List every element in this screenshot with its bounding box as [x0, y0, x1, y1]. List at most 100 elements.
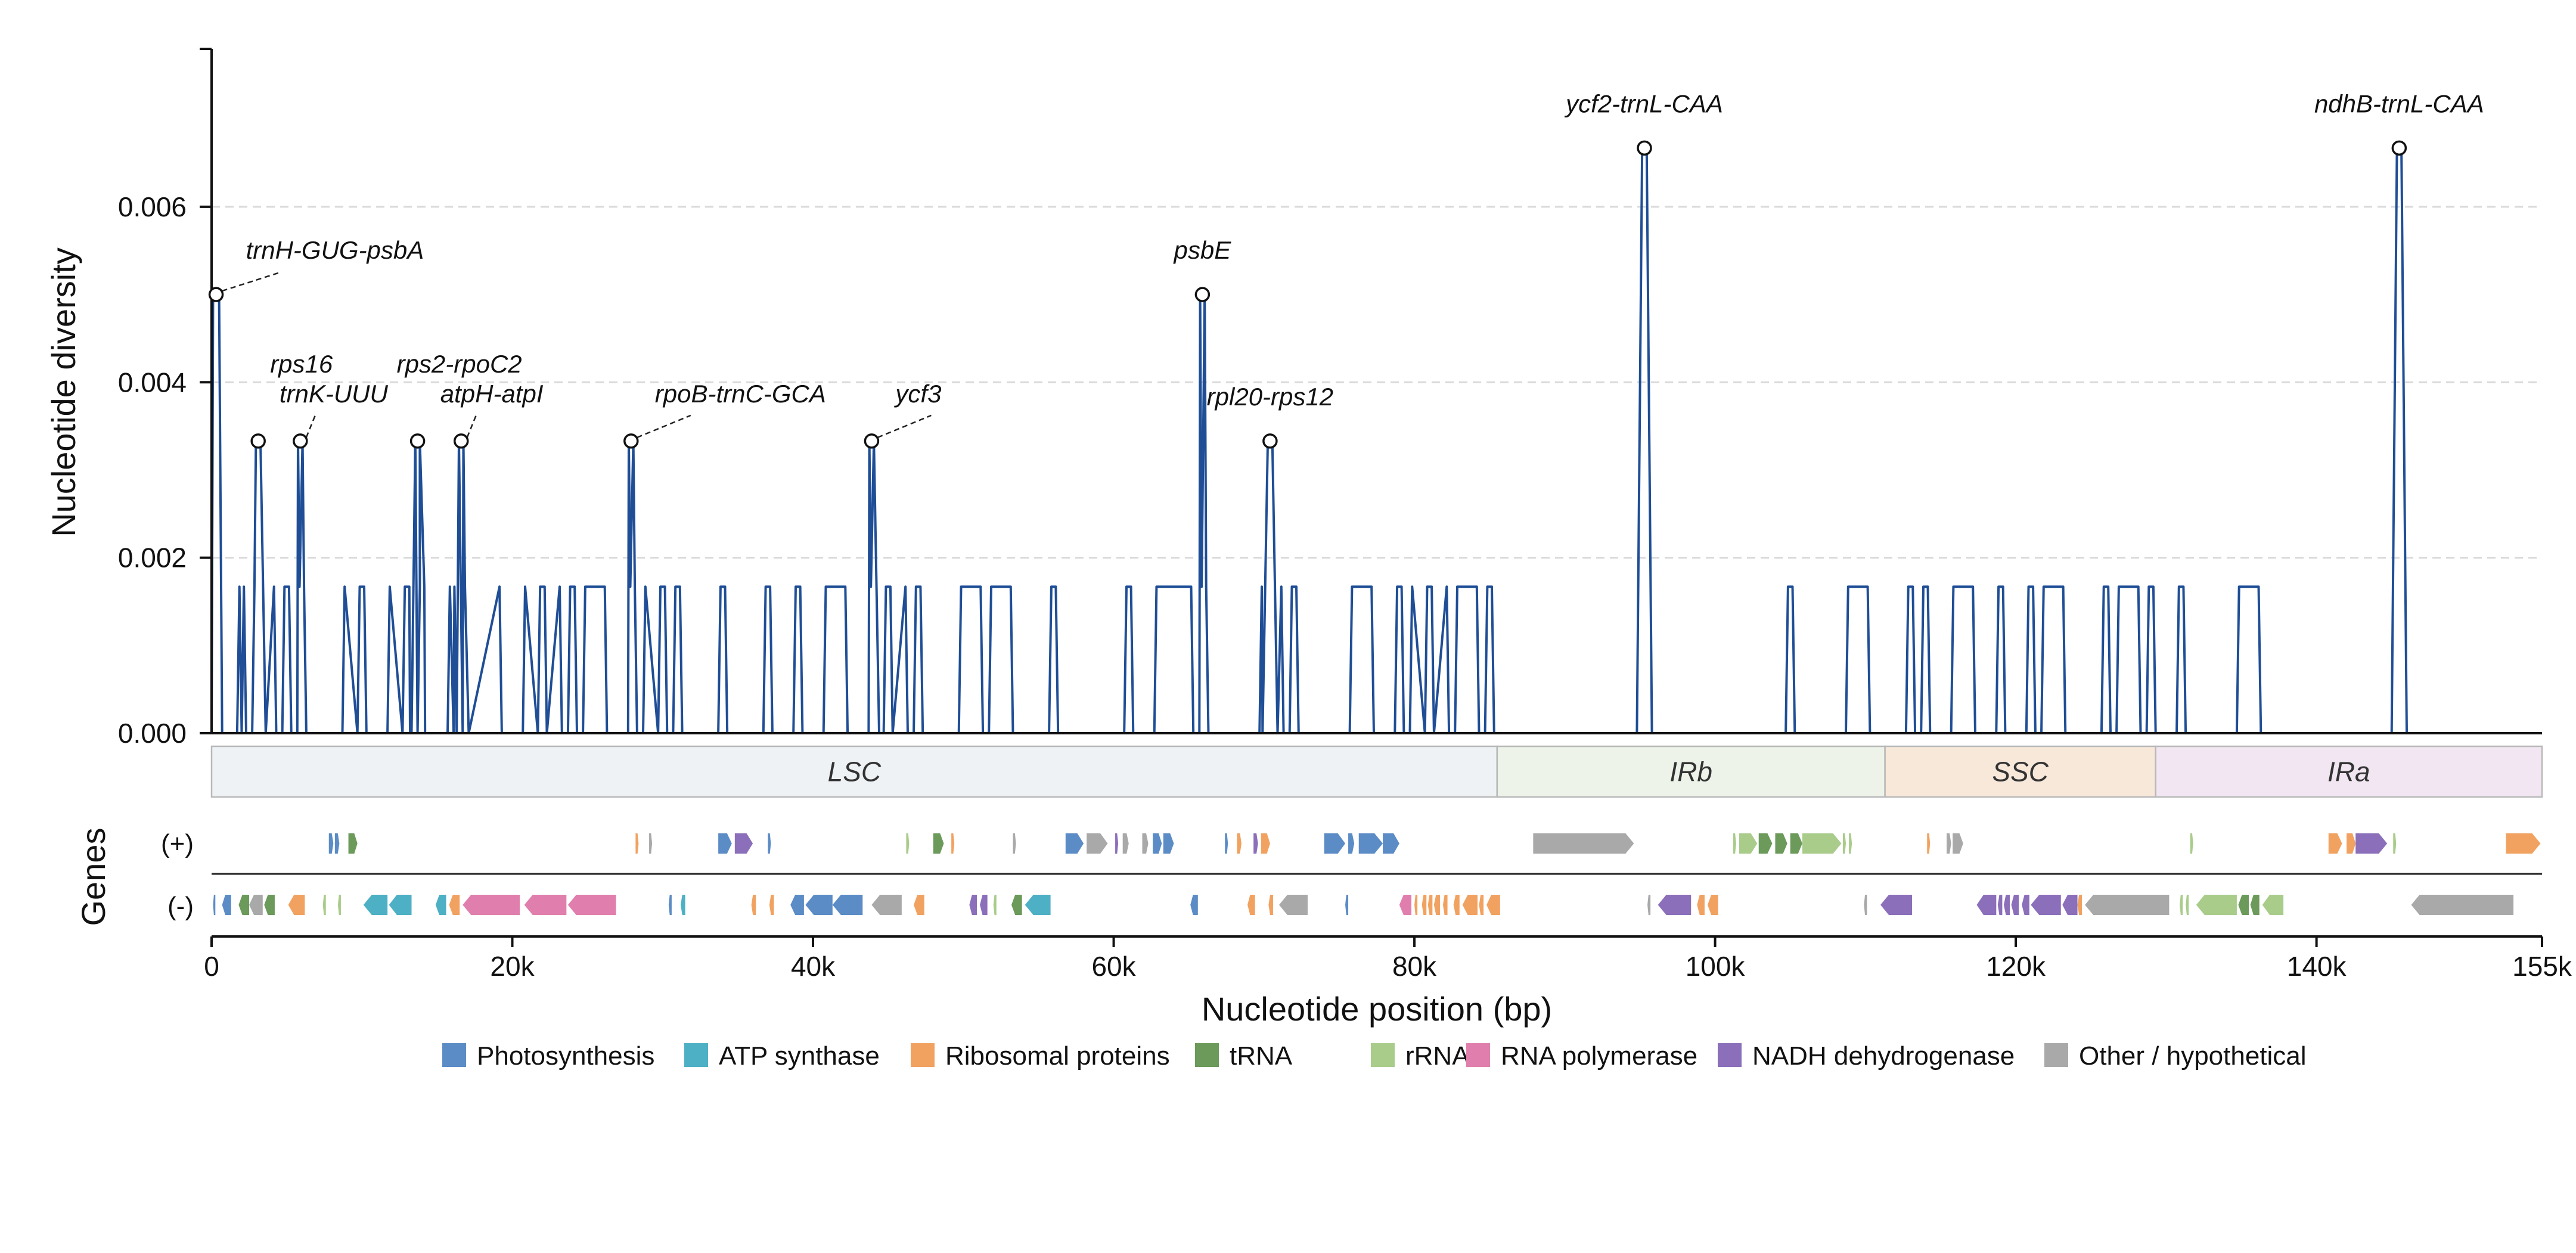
x-tick-label: 0: [204, 951, 219, 982]
x-tick-label: 20k: [490, 951, 535, 982]
gene-arrow: [1697, 895, 1705, 915]
gene-arrow: [993, 895, 997, 915]
gene-arrow: [1345, 895, 1349, 915]
grid-lines: [212, 206, 2542, 559]
y-tick-label: 0.000: [118, 718, 187, 749]
gene-arrow: [1153, 833, 1162, 854]
peak-marker: [1194, 287, 1211, 302]
gene-arrow: [1247, 895, 1255, 915]
x-tick-label: 155k: [2512, 951, 2572, 982]
legend-swatch: [1195, 1043, 1219, 1067]
legend-label: Ribosomal proteins: [945, 1041, 1170, 1071]
gene-arrow: [463, 895, 520, 915]
peak-label: atpH-atpI: [440, 380, 544, 408]
legend-label: tRNA: [1230, 1041, 1293, 1071]
gene-arrow: [1997, 895, 2003, 915]
x-tick-label: 40k: [791, 951, 836, 982]
gene-arrow: [1758, 833, 1773, 854]
gene-arrow: [328, 833, 334, 854]
gene-arrow: [1739, 833, 1758, 854]
peak-marker: [623, 433, 639, 449]
gene-arrow: [1358, 833, 1383, 854]
gene-arrow: [1427, 895, 1433, 915]
gene-arrow: [2186, 895, 2189, 915]
y-tick-label: 0.004: [118, 367, 187, 398]
peak-label: trnK-UUU: [280, 380, 389, 408]
x-tick-label: 100k: [1686, 951, 1746, 982]
gene-arrow: [1025, 895, 1051, 915]
gene-arrow: [805, 895, 833, 915]
peak-label: ndhB-trnL-CAA: [2314, 89, 2484, 117]
gene-arrow: [1225, 833, 1228, 854]
gene-arrow: [681, 895, 685, 915]
gene-arrow: [871, 895, 902, 915]
gene-arrow: [2250, 895, 2260, 915]
gene-arrow: [1433, 895, 1440, 915]
gene-arrow: [238, 895, 250, 915]
peak-label: ycf2-trnL-CAA: [1564, 89, 1723, 117]
gene-arrow: [2393, 833, 2397, 854]
gene-arrow: [1399, 895, 1412, 915]
gene-arrow: [2355, 833, 2388, 854]
gene-arrow: [348, 833, 358, 854]
annotation-leader: [466, 415, 477, 438]
gene-arrow: [389, 895, 412, 915]
legend-label: Other / hypothetical: [2079, 1041, 2307, 1071]
peak-label: ycf3: [893, 380, 941, 408]
gene-arrow: [1533, 833, 1634, 854]
genes-axis-title: Genes: [75, 828, 112, 926]
region-label: SSC: [1992, 756, 2049, 787]
gene-arrow: [2031, 895, 2061, 915]
gene-arrow: [1442, 895, 1448, 915]
gene-arrow: [449, 895, 460, 915]
x-tick-label: 80k: [1392, 951, 1437, 982]
gene-arrow: [1414, 895, 1418, 915]
region-label: IRa: [2327, 756, 2370, 787]
annotation-leader: [305, 415, 316, 438]
region-irb: [1496, 745, 1886, 798]
annotation-leader: [877, 414, 932, 439]
gene-arrow: [2506, 833, 2541, 854]
legend-swatch: [911, 1043, 935, 1067]
gene-arrow: [2262, 895, 2284, 915]
minus-strand-label: (-): [167, 892, 194, 921]
gene-arrow: [1268, 895, 1273, 915]
gene-arrow: [1479, 895, 1484, 915]
peak-label: rpl20-rps12: [1207, 383, 1333, 411]
legend-label: RNA polymerase: [1501, 1041, 1697, 1071]
peak-marker: [453, 433, 469, 449]
gene-arrow: [790, 895, 804, 915]
gene-arrow: [1843, 833, 1846, 854]
gene-arrow: [1237, 833, 1242, 854]
gene-map: [212, 833, 2542, 915]
gene-arrow: [635, 833, 639, 854]
legend-swatch: [2044, 1043, 2068, 1067]
gene-arrow: [1647, 895, 1651, 915]
gene-arrow: [1324, 833, 1346, 854]
peak-label: rps16: [270, 350, 333, 378]
gene-arrow: [2085, 895, 2170, 915]
gene-arrow: [1422, 895, 1427, 915]
legend-label: NADH dehydrogenase: [1752, 1041, 2015, 1071]
gene-arrow: [1190, 895, 1198, 915]
gene-arrow: [1953, 833, 1963, 854]
gene-arrow: [2190, 833, 2193, 854]
legend-swatch: [684, 1043, 708, 1067]
gene-arrow: [649, 833, 653, 854]
gene-arrow: [914, 895, 924, 915]
peak-label: psbE: [1173, 236, 1232, 264]
gene-arrow: [1775, 833, 1787, 854]
gene-arrow: [1261, 833, 1270, 854]
gene-arrow: [264, 895, 275, 915]
region-ssc: [1884, 745, 2156, 798]
peak-marker: [250, 433, 266, 449]
gene-arrow: [567, 895, 616, 915]
gene-arrow: [1011, 895, 1022, 915]
legend-swatch: [1466, 1043, 1490, 1067]
gene-arrow: [334, 833, 340, 854]
gene-arrow: [2180, 895, 2183, 915]
x-axis-title: Nucleotide position (bp): [1202, 990, 1552, 1028]
gene-arrow: [2238, 895, 2249, 915]
